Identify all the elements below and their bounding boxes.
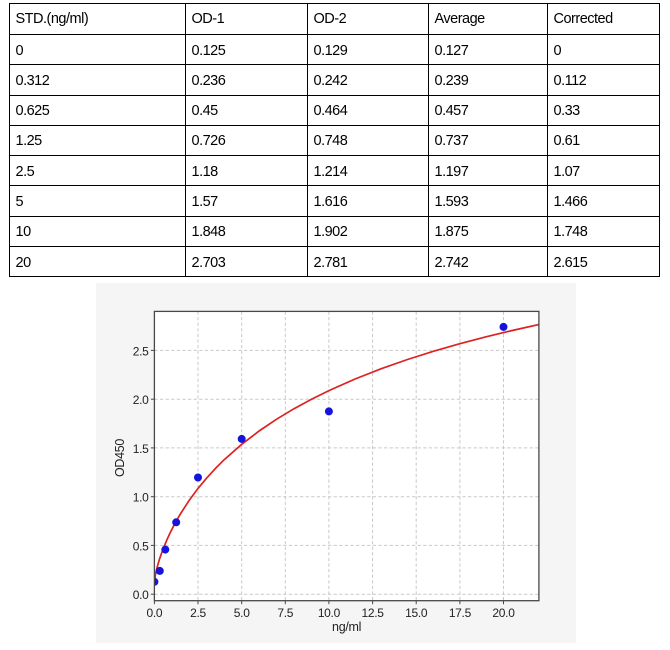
svg-text:1.0: 1.0 xyxy=(133,491,149,505)
svg-text:ng/ml: ng/ml xyxy=(332,620,361,634)
svg-text:0.0: 0.0 xyxy=(147,606,163,620)
svg-text:0.0: 0.0 xyxy=(133,588,149,602)
svg-text:1.5: 1.5 xyxy=(133,442,149,456)
svg-text:20.0: 20.0 xyxy=(492,606,515,620)
svg-text:7.5: 7.5 xyxy=(277,606,293,620)
svg-text:2.5: 2.5 xyxy=(190,606,206,620)
svg-text:12.5: 12.5 xyxy=(362,606,385,620)
svg-text:17.5: 17.5 xyxy=(449,606,472,620)
svg-text:15.0: 15.0 xyxy=(405,606,428,620)
svg-text:5.0: 5.0 xyxy=(234,606,250,620)
svg-text:10.0: 10.0 xyxy=(318,606,341,620)
svg-text:OD450: OD450 xyxy=(113,439,127,477)
svg-text:0.5: 0.5 xyxy=(133,539,149,553)
svg-text:2.5: 2.5 xyxy=(133,344,149,358)
svg-text:2.0: 2.0 xyxy=(133,393,149,407)
